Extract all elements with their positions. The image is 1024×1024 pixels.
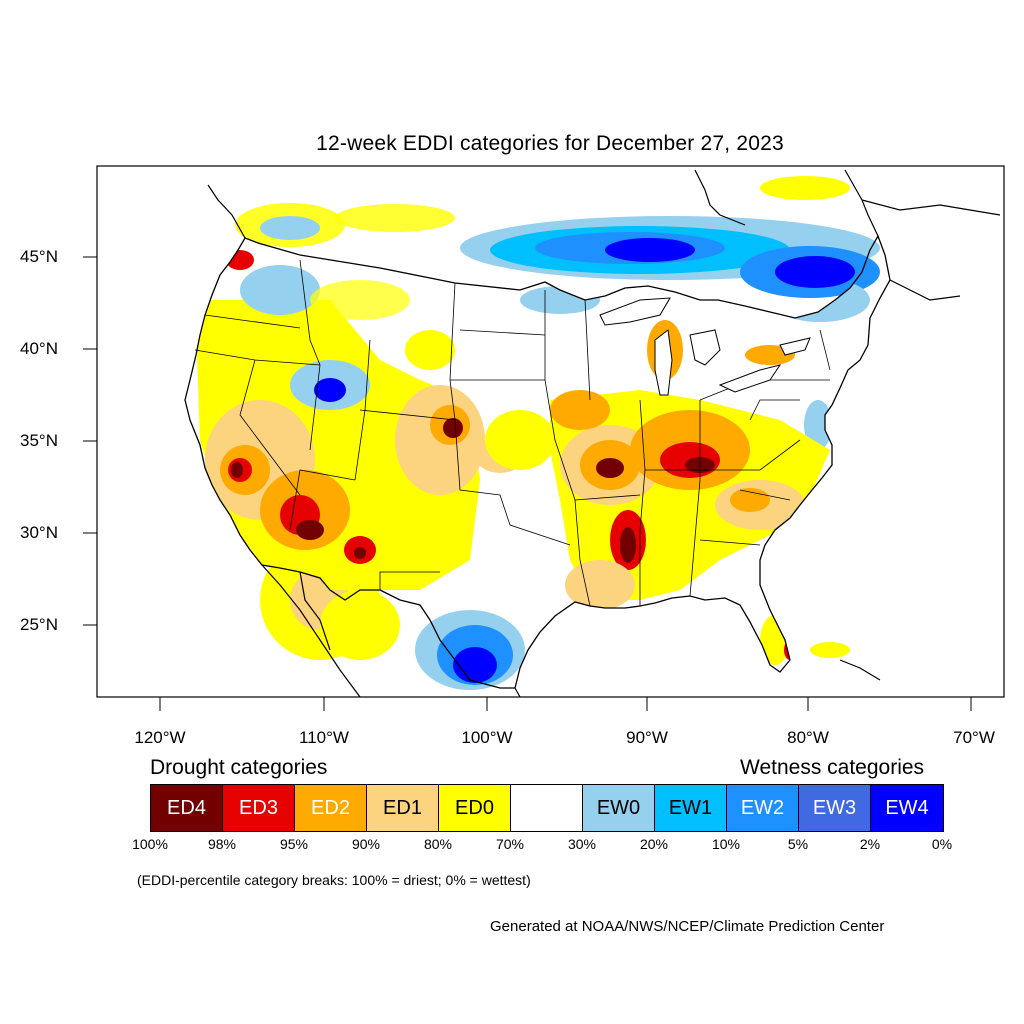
lon-label-80: 80°W — [787, 728, 829, 747]
percent-break-label: 95% — [279, 836, 309, 852]
wetness-heading: Wetness categories — [740, 756, 925, 779]
legend-box-ed3: ED3 — [223, 785, 295, 831]
drought-heading: Drought categories — [150, 756, 328, 779]
legend-box-ew4: EW4 — [871, 785, 943, 831]
legend-box-ed2: ED2 — [295, 785, 367, 831]
percent-break-label: 98% — [207, 836, 237, 852]
legend-box-ed1: ED1 — [367, 785, 439, 831]
lon-label-100: 100°W — [461, 728, 513, 747]
lat-label-35: 35°N — [20, 431, 58, 450]
percent-break-label: 90% — [351, 836, 381, 852]
percent-break-label: 5% — [787, 836, 809, 852]
lon-label-110: 110°W — [299, 728, 349, 747]
great-lakes — [599, 297, 811, 396]
neighbor-borders — [207, 169, 1001, 697]
category-note: (EDDI-percentile category breaks: 100% =… — [137, 872, 531, 888]
legend-box-ew3: EW3 — [799, 785, 871, 831]
legend-box-ed4: ED4 — [151, 785, 223, 831]
lon-label-90: 90°W — [626, 728, 668, 747]
percent-break-label: 70% — [495, 836, 525, 852]
legend-box-ed0: ED0 — [439, 785, 511, 831]
percent-break-label: 0% — [931, 836, 953, 852]
lat-label-40: 40°N — [20, 339, 58, 358]
state-borders — [194, 259, 831, 607]
lat-label-30: 30°N — [20, 523, 58, 542]
legend-box-ew1: EW1 — [655, 785, 727, 831]
lat-label-45: 45°N — [20, 247, 58, 266]
percent-break-label: 20% — [639, 836, 669, 852]
map-title: 12-week EDDI categories for December 27,… — [316, 132, 784, 155]
legend-box-ew0: EW0 — [583, 785, 655, 831]
lat-label-25: 25°N — [20, 615, 58, 634]
percent-break-label: 30% — [567, 836, 597, 852]
category-shading — [195, 176, 880, 690]
credit-line: Generated at NOAA/NWS/NCEP/Climate Predi… — [490, 918, 885, 935]
percent-break-label: 2% — [859, 836, 881, 852]
lon-label-120: 120°W — [134, 728, 186, 747]
lon-label-70: 70°W — [953, 728, 995, 747]
category-colorbar: ED4 ED3 ED2 ED1 ED0 EW0 EW1 EW2 EW3 EW4 — [150, 784, 944, 832]
legend-box-ew2: EW2 — [727, 785, 799, 831]
legend-box-normal — [511, 785, 583, 831]
percent-break-label: 80% — [423, 836, 453, 852]
us-outline — [184, 234, 891, 689]
percent-break-label: 10% — [711, 836, 741, 852]
percent-break-label: 100% — [132, 836, 168, 852]
axis-ticks — [83, 256, 972, 711]
